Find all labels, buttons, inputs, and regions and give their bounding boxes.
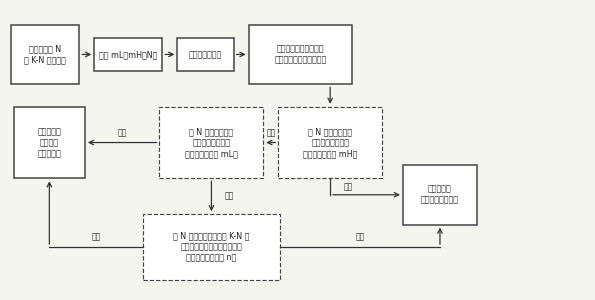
Text: 前 N 本地感知结果
报告主用户存在的
数量大于或等于 mH。: 前 N 本地感知结果 报告主用户存在的 数量大于或等于 mH。 (303, 127, 358, 158)
Bar (11, 25, 79, 84)
Bar (159, 107, 264, 178)
Bar (278, 107, 382, 178)
Text: 否。: 否。 (92, 233, 101, 242)
Text: 全局判决主
用户存在，结束。: 全局判决主 用户存在，结束。 (421, 185, 459, 205)
Bar (94, 38, 162, 71)
Text: 是。: 是。 (343, 182, 352, 191)
Bar (177, 38, 234, 71)
Bar (403, 165, 477, 225)
Text: 是。: 是。 (355, 233, 365, 242)
Text: 是。: 是。 (118, 128, 127, 137)
Text: 中继按时隙顺序向融合
中心报告本地感知结果。: 中继按时隙顺序向融合 中心报告本地感知结果。 (274, 44, 327, 64)
Text: 把中继分为 N
与 K-N 两部分。: 把中继分为 N 与 K-N 两部分。 (24, 44, 66, 64)
Text: 否。: 否。 (266, 128, 275, 137)
Bar (249, 25, 352, 84)
Bar (14, 107, 85, 178)
Text: 中继本地感知。: 中继本地感知。 (189, 50, 222, 59)
Text: 前 N 本地感知结果与后 K-N 个
本地感知结果报告主用户存在
的数量大于或等于 n。: 前 N 本地感知结果与后 K-N 个 本地感知结果报告主用户存在 的数量大于或等… (173, 231, 250, 262)
Text: 否。: 否。 (224, 192, 234, 201)
Bar (143, 214, 280, 280)
Text: 优化 mL、mH、N。: 优化 mL、mH、N。 (99, 50, 158, 59)
Text: 全局判决主
用户不存
在，结束。: 全局判决主 用户不存 在，结束。 (37, 127, 61, 158)
Text: 前 N 本地感知结果
报告主用户存在的
数量小于或等于 mL。: 前 N 本地感知结果 报告主用户存在的 数量小于或等于 mL。 (185, 127, 238, 158)
